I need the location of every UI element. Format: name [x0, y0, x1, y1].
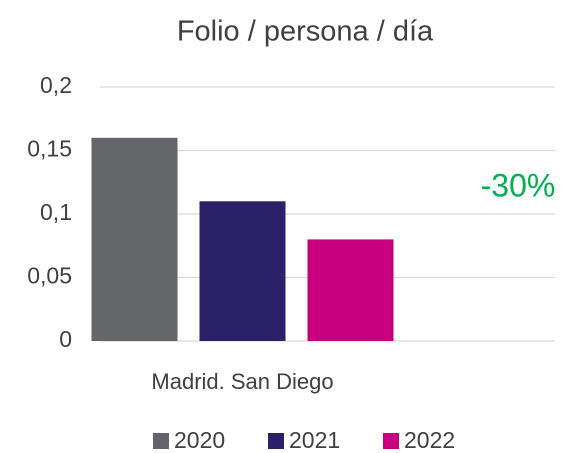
y-tick-label: 0,2 — [40, 72, 72, 98]
y-tick-label: 0,1 — [40, 199, 72, 225]
annotation: -30% — [481, 167, 556, 203]
y-tick-label: 0,15 — [27, 136, 72, 162]
bar — [91, 137, 178, 341]
y-tick-label: 0,05 — [27, 263, 72, 289]
chart-title: Folio / persona / día — [177, 16, 434, 48]
bar — [199, 201, 286, 341]
legend-label: 2021 — [289, 427, 340, 453]
bar — [307, 239, 394, 341]
legend-swatch — [383, 433, 399, 449]
legend-label: 2022 — [404, 427, 455, 453]
y-tick-label: 0 — [59, 326, 72, 352]
legend-label: 2020 — [174, 427, 225, 453]
legend-swatch — [153, 433, 169, 449]
x-tick-label: Madrid. San Diego — [151, 369, 333, 394]
legend-swatch — [268, 433, 284, 449]
